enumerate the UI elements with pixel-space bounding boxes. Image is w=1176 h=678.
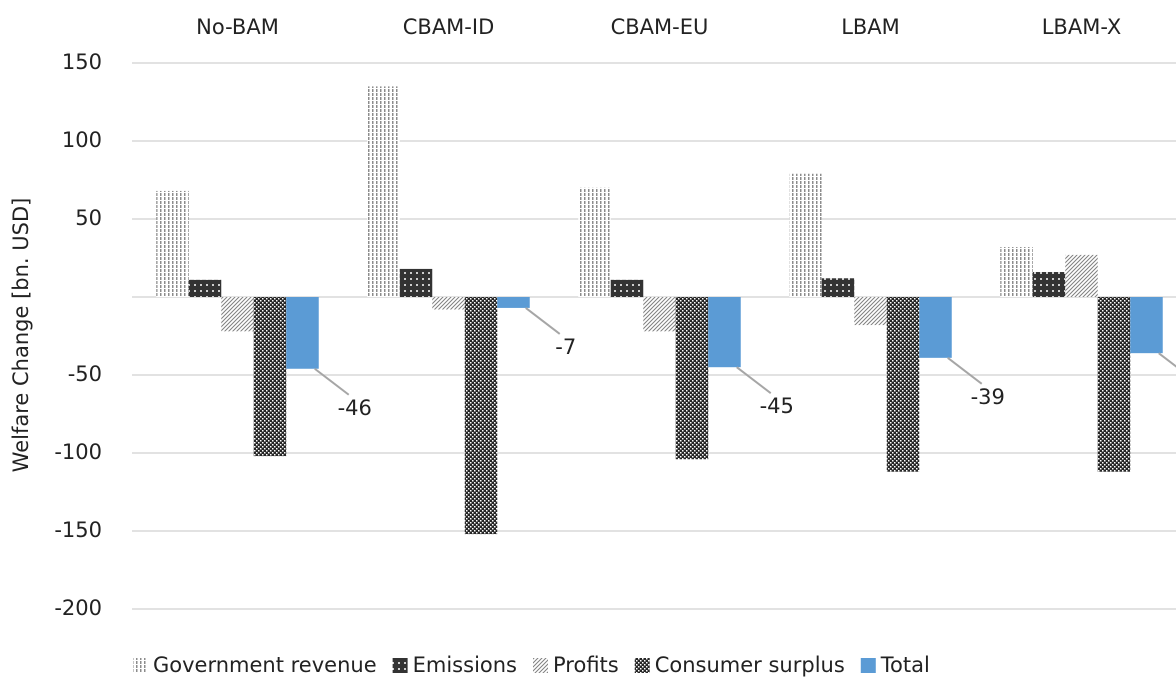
bar	[1130, 297, 1163, 354]
data-label: -7	[555, 335, 576, 359]
leader-line	[947, 357, 983, 385]
bar	[854, 297, 887, 326]
y-tick-label: -200	[54, 596, 102, 620]
y-tick-label: 50	[75, 206, 102, 230]
bar	[464, 297, 498, 535]
bar	[1000, 247, 1033, 297]
legend-label: Emissions	[413, 653, 517, 677]
category-label: No-BAM	[196, 15, 279, 39]
bar	[221, 297, 254, 332]
leader-line	[736, 366, 772, 394]
bar	[610, 279, 644, 297]
bar	[708, 297, 741, 368]
bar	[578, 187, 611, 297]
bar	[919, 297, 952, 358]
legend-marker	[392, 658, 408, 673]
bar	[367, 86, 400, 298]
legend-label: Profits	[553, 653, 619, 677]
bar	[886, 297, 920, 472]
bar	[432, 297, 465, 310]
legend-label: Consumer surplus	[655, 653, 845, 677]
bar	[643, 297, 676, 332]
bar	[1065, 254, 1098, 297]
bar	[188, 279, 222, 297]
y-axis-title: Welfare Change [bn. USD]	[9, 198, 33, 473]
category-label: LBAM-X	[1042, 15, 1122, 39]
data-label: -39	[971, 385, 1005, 409]
category-label: CBAM-EU	[611, 15, 709, 39]
y-tick-label: 150	[62, 50, 102, 74]
legend-marker	[634, 658, 650, 673]
legend-marker	[533, 658, 548, 673]
bar	[1032, 272, 1066, 297]
leader-line	[314, 367, 350, 396]
bar	[399, 268, 433, 297]
data-label: -45	[760, 394, 794, 418]
data-label: -46	[338, 396, 372, 420]
bar	[156, 190, 189, 297]
category-label: CBAM-ID	[403, 15, 495, 39]
bar	[789, 173, 822, 297]
bar	[286, 297, 319, 369]
y-tick-label: -50	[68, 362, 102, 386]
y-tick-label: -150	[54, 518, 102, 542]
legend-label: Total	[880, 653, 930, 677]
bar	[497, 297, 530, 308]
legend-marker	[133, 658, 148, 673]
bar	[821, 278, 855, 297]
legend-marker	[860, 658, 876, 673]
bar	[1097, 297, 1131, 472]
legend-label: Government revenue	[153, 653, 377, 677]
bar	[253, 297, 287, 457]
y-tick-label: 100	[62, 128, 102, 152]
bar	[675, 297, 709, 460]
y-tick-label: -100	[54, 440, 102, 464]
leader-line	[525, 307, 561, 335]
category-label: LBAM	[841, 15, 900, 39]
